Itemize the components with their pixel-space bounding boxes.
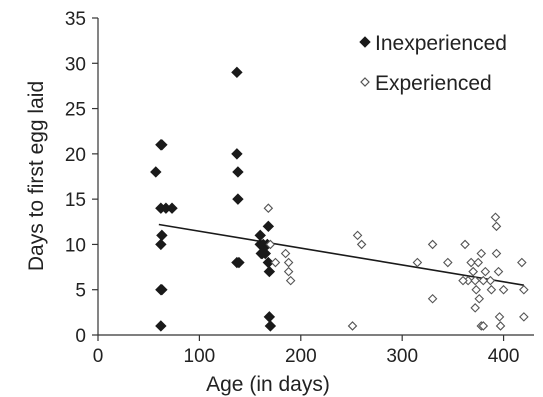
- point-experienced: [498, 284, 509, 295]
- point-experienced: [283, 266, 294, 277]
- point-inexperienced: [263, 311, 276, 323]
- point-inexperienced: [262, 220, 275, 233]
- x-tick-label: 300: [386, 346, 418, 367]
- x-tick-label: 0: [93, 346, 104, 367]
- point-inexperienced: [156, 139, 168, 151]
- point-experienced: [265, 239, 276, 250]
- point-experienced: [466, 257, 476, 268]
- point-experienced: [280, 248, 291, 259]
- point-experienced: [519, 284, 529, 295]
- point-experienced: [412, 257, 423, 268]
- point-inexperienced: [155, 320, 167, 332]
- legend: Inexperienced Experienced: [359, 32, 507, 95]
- point-experienced: [476, 248, 487, 259]
- x-tick-label: 200: [285, 346, 317, 367]
- point-experienced: [270, 257, 281, 268]
- point-experienced: [283, 257, 294, 268]
- trendline-group: [158, 223, 524, 286]
- point-experienced: [471, 284, 481, 295]
- point-experienced: [263, 203, 274, 213]
- data-points: [150, 66, 529, 332]
- point-experienced: [478, 321, 489, 331]
- point-inexperienced: [232, 166, 244, 178]
- legend-label-experienced: Experienced: [375, 72, 492, 95]
- y-tick-label: 10: [65, 235, 86, 256]
- point-experienced: [480, 266, 491, 277]
- point-inexperienced: [264, 320, 277, 332]
- y-axis-title: Days to first egg laid: [25, 81, 48, 271]
- legend-marker-experienced: [360, 77, 370, 87]
- point-inexperienced: [256, 247, 268, 260]
- point-inexperienced: [156, 229, 168, 242]
- y-tick-label: 25: [65, 100, 86, 121]
- point-experienced: [458, 275, 468, 286]
- point-inexperienced: [156, 284, 168, 296]
- point-experienced: [356, 239, 367, 250]
- y-tick-label: 15: [65, 190, 86, 211]
- y-tick-label: 30: [65, 54, 86, 75]
- point-inexperienced: [155, 238, 167, 251]
- trendline: [158, 223, 524, 286]
- x-tick-label: 400: [488, 346, 520, 367]
- point-experienced: [285, 275, 296, 286]
- point-inexperienced: [231, 148, 243, 160]
- axes: [92, 17, 534, 341]
- y-tick-label: 0: [75, 326, 86, 347]
- point-experienced: [474, 293, 485, 304]
- point-experienced: [443, 257, 453, 268]
- point-experienced: [519, 312, 529, 322]
- point-experienced: [486, 284, 497, 295]
- x-tick-label: 100: [184, 346, 216, 367]
- point-experienced: [468, 266, 478, 277]
- y-tick-label: 20: [65, 145, 86, 166]
- point-experienced: [493, 266, 504, 277]
- point-inexperienced: [150, 166, 162, 178]
- point-experienced: [427, 239, 438, 250]
- point-inexperienced: [166, 202, 178, 214]
- point-experienced: [460, 239, 470, 250]
- point-experienced: [517, 257, 527, 268]
- point-experienced: [352, 230, 363, 241]
- point-experienced: [490, 212, 501, 223]
- point-inexperienced: [232, 193, 244, 205]
- y-tick-label: 5: [75, 281, 86, 302]
- point-experienced: [427, 293, 438, 304]
- point-experienced: [491, 221, 502, 232]
- legend-label-inexperienced: Inexperienced: [375, 32, 507, 55]
- tick-labels: 0 5 10 15 20 25 30 35 0 100 200 300 400: [65, 9, 520, 367]
- point-inexperienced: [233, 256, 245, 269]
- point-inexperienced: [263, 265, 276, 278]
- y-tick-label: 35: [65, 9, 86, 30]
- point-experienced: [485, 275, 496, 286]
- point-experienced: [494, 312, 505, 322]
- point-experienced: [470, 275, 480, 286]
- point-experienced: [478, 275, 489, 286]
- point-inexperienced: [231, 66, 243, 79]
- point-experienced: [470, 303, 480, 313]
- point-experienced: [491, 248, 502, 259]
- point-experienced: [495, 321, 506, 331]
- legend-marker-inexperienced: [359, 36, 371, 48]
- point-experienced: [347, 321, 358, 331]
- x-axis-title: Age (in days): [206, 373, 330, 396]
- point-experienced: [473, 257, 484, 268]
